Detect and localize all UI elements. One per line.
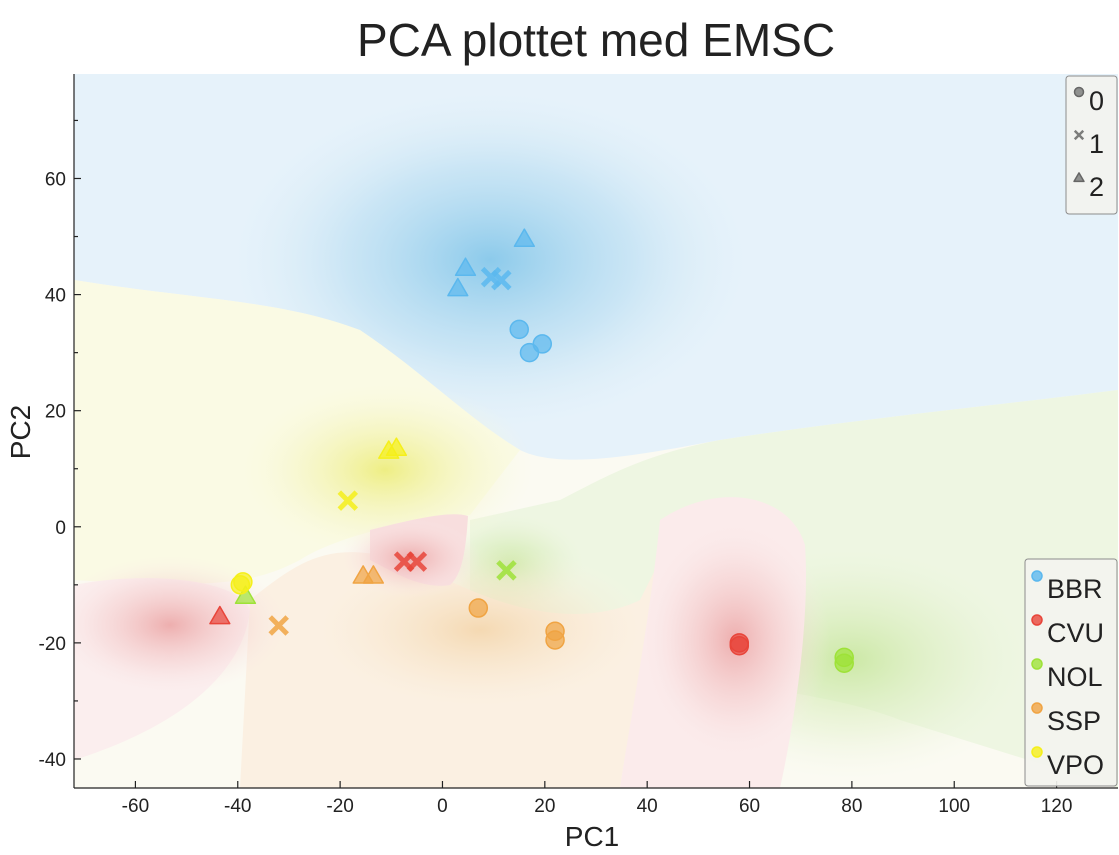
legend-label-ssp: SSP: [1047, 706, 1101, 736]
point-ssp-circle: [545, 630, 565, 650]
point-cvu-circle: [729, 636, 750, 656]
y-tick-label: 0: [55, 518, 66, 539]
legend-swatch-vpo: [1031, 746, 1043, 758]
legend-label-vpo: VPO: [1047, 750, 1104, 780]
x-tick-label: -60: [122, 796, 149, 817]
x-ticks: -60 -40 -20 0 20 40 60 80 100 120: [122, 781, 1073, 817]
y-tick-label: 60: [45, 169, 66, 190]
point-vpo-circle: [233, 572, 253, 592]
legend-swatch-ssp: [1031, 702, 1043, 714]
legend-swatch-cvu: [1031, 614, 1043, 626]
point-cvu-x: [406, 551, 428, 572]
legend-label-nol: NOL: [1047, 662, 1103, 692]
y-tick-label: 20: [45, 402, 66, 423]
point-bbr-x: [491, 269, 512, 291]
y-tick-label: -20: [39, 634, 66, 655]
legend-marker-label: 0: [1089, 86, 1104, 116]
y-ticks: -40 -20 0 20 40 60: [39, 119, 81, 771]
data-points: [209, 228, 854, 673]
chart-title: PCA plottet med EMSC: [357, 14, 835, 66]
point-vpo-x: [337, 490, 359, 511]
region-cvu-left-core: [74, 555, 290, 695]
x-tick-label: -20: [326, 796, 353, 817]
x-axis-label: PC1: [565, 821, 619, 852]
point-bbr-triangle: [447, 277, 469, 297]
x-tick-label: 20: [534, 796, 555, 817]
legend-label-bbr: BBR: [1047, 574, 1103, 604]
x-tick-label: 60: [739, 796, 760, 817]
legend-marker-x: [1073, 129, 1085, 141]
point-bbr-triangle: [513, 228, 536, 248]
legend-swatch-bbr: [1031, 570, 1043, 582]
decision-region-background: [74, 74, 1118, 788]
point-bbr-circle: [509, 319, 529, 340]
axes: [73, 74, 1118, 789]
point-nol-x: [496, 560, 517, 581]
color-legend-box: [1024, 558, 1118, 787]
legend-label-cvu: CVU: [1047, 618, 1104, 648]
point-cvu-triangle: [209, 605, 231, 625]
legend-swatch-nol: [1031, 658, 1043, 670]
point-vpo-triangle: [385, 437, 408, 457]
legend-marker-label: 1: [1089, 129, 1104, 159]
legend-marker-label: 2: [1089, 172, 1104, 202]
point-nol-circle: [834, 653, 854, 673]
x-tick-label: -40: [224, 796, 251, 817]
legend-marker-circle: [1073, 86, 1085, 98]
y-axis-label: PC2: [5, 405, 36, 459]
point-ssp-triangle: [362, 565, 385, 584]
x-tick-label: 40: [637, 796, 658, 817]
x-tick-label: 80: [841, 796, 862, 817]
point-bbr-triangle: [454, 257, 477, 277]
point-nol-triangle: [234, 585, 257, 605]
legend-marker-triangle: [1073, 172, 1085, 183]
point-ssp-circle: [468, 598, 489, 618]
point-ssp-x: [268, 615, 289, 636]
marker-legend: 0 1 2: [1065, 75, 1118, 215]
color-legend: BBR CVU NOL SSP VPO: [1024, 558, 1118, 787]
point-cvu-x: [393, 551, 415, 572]
y-tick-label: -40: [39, 750, 66, 771]
x-tick-label: 0: [437, 796, 448, 817]
y-tick-label: 40: [45, 286, 66, 307]
x-tick-label: 120: [1041, 796, 1073, 817]
x-tick-label: 100: [938, 796, 970, 817]
point-bbr-circle: [532, 334, 553, 354]
